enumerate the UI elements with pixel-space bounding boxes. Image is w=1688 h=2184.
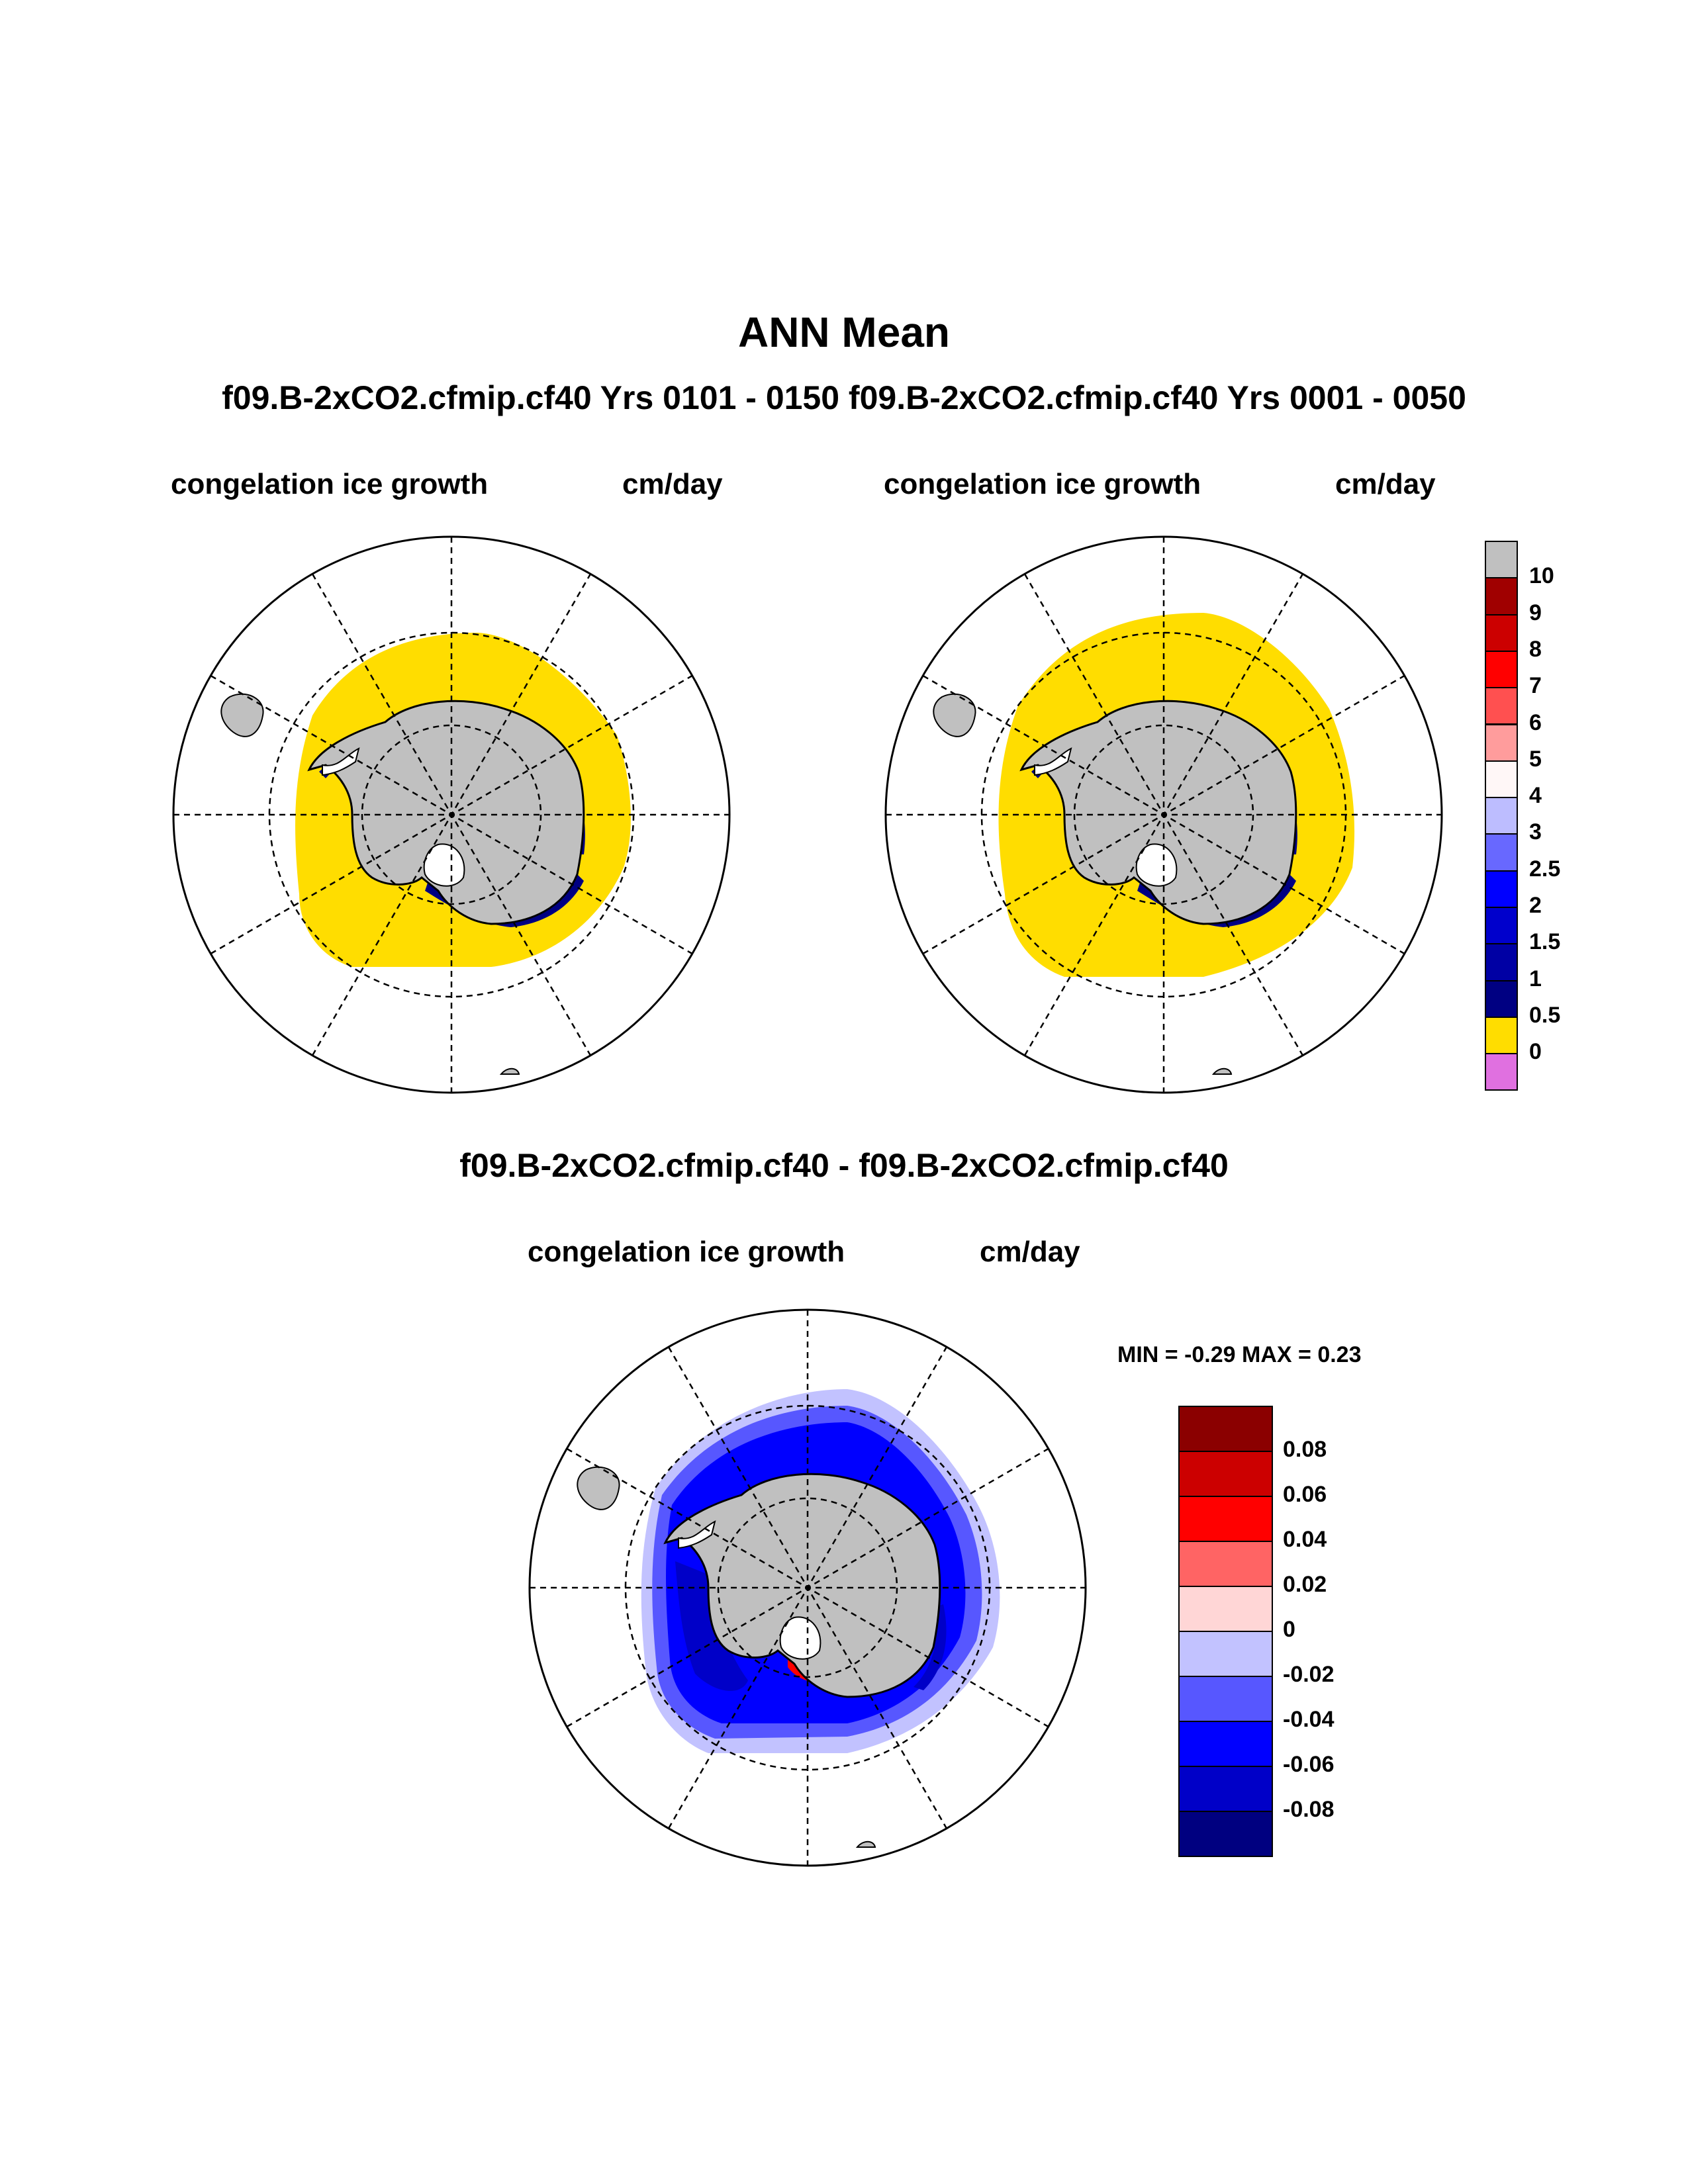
diff-colorbar-swatch [1178, 1451, 1273, 1497]
right-coastal-band [1031, 715, 1297, 927]
abs-colorbar-tick-label: 1 [1529, 966, 1542, 991]
abs-colorbar-swatch [1485, 833, 1518, 872]
abs-colorbar-swatch [1485, 907, 1518, 945]
abs-colorbar-swatch [1485, 943, 1518, 981]
diff-colorbar-swatch [1178, 1406, 1273, 1452]
abs-colorbar-tick-label: 10 [1529, 563, 1554, 589]
abs-colorbar-tick-label: 3 [1529, 819, 1542, 845]
diff-deep-patches [675, 1561, 947, 1692]
diff-colorbar-swatch [1178, 1811, 1273, 1857]
abs-colorbar-swatch [1485, 577, 1518, 615]
case-title: f09.B-2xCO2.cfmip.cf40 Yrs 0101 - 0150 f… [222, 379, 1466, 416]
abs-colorbar-tick-label: 1.5 [1529, 929, 1561, 955]
diff-colorbar-tick-label: -0.08 [1283, 1797, 1335, 1822]
abs-colorbar-tick-label: 6 [1529, 709, 1542, 735]
diff-colorbar-tick-label: 0.08 [1283, 1437, 1327, 1462]
difference-polar-map [528, 1308, 1087, 1867]
abs-colorbar-swatch [1485, 797, 1518, 835]
abs-colorbar-swatch [1485, 723, 1518, 762]
diff-colorbar-tick-label: 0 [1283, 1617, 1295, 1642]
left-coastal-band [319, 715, 585, 927]
diff-colorbar-swatch [1178, 1496, 1273, 1542]
diff-colorbar-tick-label: -0.06 [1283, 1752, 1335, 1777]
abs-colorbar-swatch [1485, 1016, 1518, 1055]
abs-colorbar-tick-label: 5 [1529, 746, 1542, 772]
diff-colorbar-swatch [1178, 1586, 1273, 1632]
abs-colorbar-swatch [1485, 870, 1518, 908]
diff-colorbar-tick-label: -0.04 [1283, 1707, 1335, 1732]
abs-colorbar-swatch [1485, 614, 1518, 652]
diff-colorbar-swatch [1178, 1721, 1273, 1767]
abs-colorbar-swatch [1485, 650, 1518, 689]
abs-colorbar-swatch [1485, 760, 1518, 799]
diff-panel-units: cm/day [980, 1236, 1080, 1268]
left-polar-map [172, 535, 731, 1094]
diff-colorbar-swatch [1178, 1676, 1273, 1722]
abs-colorbar-tick-label: 8 [1529, 636, 1542, 662]
abs-colorbar-tick-label: 4 [1529, 783, 1542, 809]
abs-colorbar-tick-label: 0 [1529, 1039, 1542, 1065]
difference-title: f09.B-2xCO2.cfmip.cf40 - f09.B-2xCO2.cfm… [459, 1147, 1229, 1184]
abs-colorbar-swatch [1485, 1053, 1518, 1091]
diff-colorbar-tick-label: -0.02 [1283, 1662, 1335, 1687]
diff-colorbar-tick-label: 0.02 [1283, 1572, 1327, 1597]
abs-colorbar-swatch [1485, 979, 1518, 1018]
left-panel-units: cm/day [622, 468, 723, 500]
right-panel-variable: congelation ice growth [884, 468, 1201, 500]
abs-colorbar-swatch [1485, 687, 1518, 725]
left-panel-variable: congelation ice growth [171, 468, 489, 500]
main-title: ANN Mean [737, 308, 951, 356]
diff-colorbar-tick-label: 0.04 [1283, 1527, 1327, 1552]
diff-colorbar-swatch [1178, 1766, 1273, 1812]
abs-colorbar-tick-label: 2 [1529, 893, 1542, 918]
right-polar-map [884, 535, 1443, 1094]
abs-colorbar-tick-label: 0.5 [1529, 1002, 1561, 1028]
right-panel-units: cm/day [1335, 468, 1436, 500]
abs-colorbar-swatch [1485, 541, 1518, 579]
min-max-label: MIN = -0.29 MAX = 0.23 [1117, 1342, 1362, 1367]
abs-colorbar-tick-label: 9 [1529, 600, 1542, 625]
abs-colorbar-tick-label: 2.5 [1529, 856, 1561, 882]
diff-colorbar-tick-label: 0.06 [1283, 1482, 1327, 1507]
diff-panel-variable: congelation ice growth [528, 1236, 845, 1268]
diff-colorbar-swatch [1178, 1541, 1273, 1587]
abs-colorbar-tick-label: 7 [1529, 673, 1542, 699]
diff-colorbar-swatch [1178, 1631, 1273, 1677]
